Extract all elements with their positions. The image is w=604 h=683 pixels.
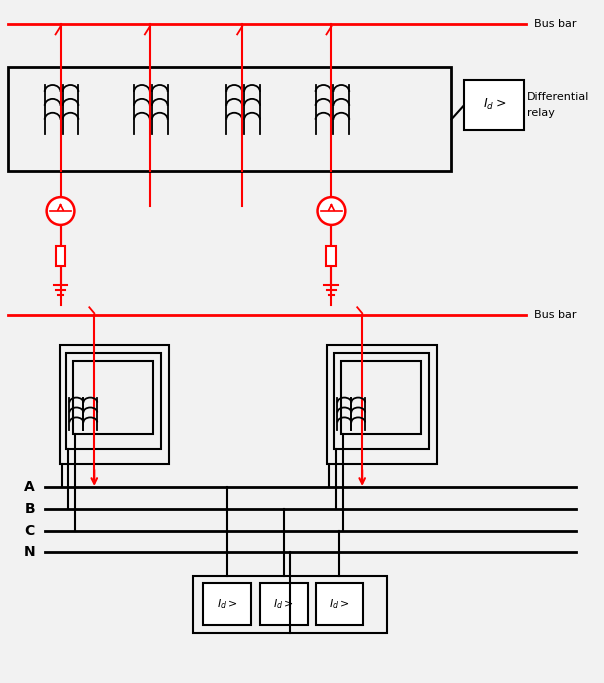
Circle shape (318, 197, 345, 225)
Circle shape (47, 197, 74, 225)
Text: $I_d>$: $I_d>$ (217, 598, 237, 611)
Text: B: B (24, 502, 35, 516)
Bar (315, 583, 363, 625)
Bar (74, 361, 153, 434)
Bar (8, 67, 452, 171)
Bar (66, 353, 161, 449)
Bar (260, 583, 307, 625)
Bar (341, 361, 421, 434)
Text: A: A (24, 480, 35, 494)
Text: relay: relay (527, 108, 555, 117)
Text: Differential: Differential (527, 92, 590, 102)
Bar (327, 345, 437, 464)
Bar (204, 583, 251, 625)
Bar (56, 246, 65, 266)
Bar (335, 353, 429, 449)
Text: $I_d>$: $I_d>$ (274, 598, 294, 611)
Bar (60, 345, 169, 464)
Text: $I_d>$: $I_d>$ (329, 598, 350, 611)
Bar (464, 80, 524, 130)
Text: C: C (25, 524, 35, 538)
Text: $I_d>$: $I_d>$ (483, 97, 506, 113)
Text: Bus bar: Bus bar (534, 19, 576, 29)
Bar (193, 576, 387, 632)
Text: Bus bar: Bus bar (534, 310, 576, 320)
Bar (327, 246, 336, 266)
Text: N: N (24, 545, 36, 559)
